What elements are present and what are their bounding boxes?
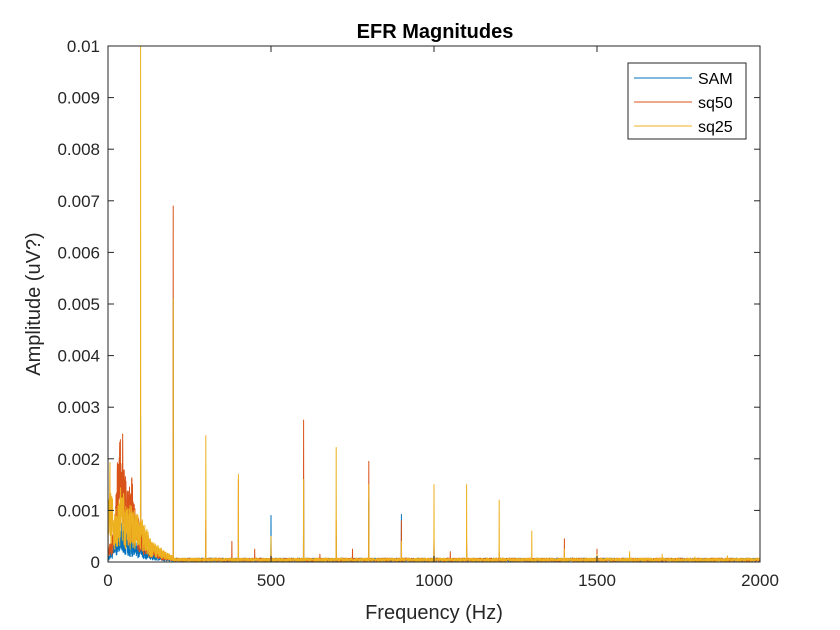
y-tick-label: 0.003 [57, 398, 100, 417]
y-tick-label: 0.009 [57, 89, 100, 108]
y-tick-label: 0.001 [57, 501, 100, 520]
chart-title: EFR Magnitudes [357, 21, 514, 43]
x-tick-label: 1500 [578, 571, 616, 590]
legend-label-sq25: sq25 [698, 119, 733, 136]
x-tick-label: 1000 [415, 571, 453, 590]
y-tick-label: 0.006 [57, 243, 100, 262]
y-tick-label: 0.002 [57, 450, 100, 469]
y-tick-label: 0 [91, 553, 100, 572]
y-tick-label: 0.004 [57, 347, 100, 366]
legend-label-sam: SAM [698, 71, 733, 88]
x-tick-label: 2000 [741, 571, 779, 590]
x-axis: 0 500 1000 1500 2000 [103, 46, 779, 590]
legend-label-sq50: sq50 [698, 95, 733, 112]
series-line-sq25 [108, 46, 760, 562]
y-tick-label: 0.007 [57, 192, 100, 211]
x-axis-label: Frequency (Hz) [365, 602, 503, 624]
y-axis-label: Amplitude (uV?) [23, 232, 45, 375]
x-tick-label: 0 [103, 571, 112, 590]
y-tick-label: 0.01 [67, 37, 100, 56]
legend[interactable]: SAM sq50 sq25 [627, 62, 747, 140]
series-layer [108, 46, 760, 562]
x-tick-label: 500 [257, 571, 285, 590]
y-tick-label: 0.005 [57, 295, 100, 314]
y-tick-label: 0.008 [57, 140, 100, 159]
y-axis: 0 0.001 0.002 0.003 0.004 0.005 0.006 0.007 0.00… [57, 37, 760, 572]
